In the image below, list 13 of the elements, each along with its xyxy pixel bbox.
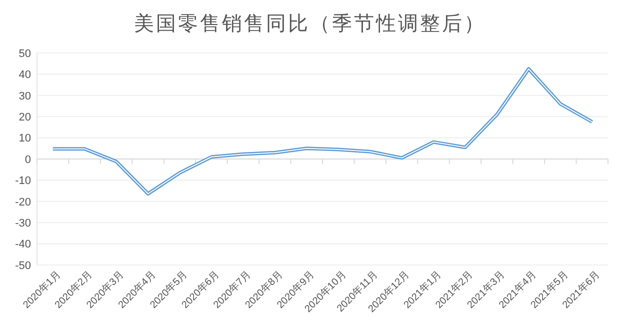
- y-tick-label: -10: [15, 175, 31, 188]
- y-tick-label: 40: [18, 69, 31, 82]
- y-tick-label: -30: [15, 217, 31, 230]
- y-tick-label: 30: [18, 90, 31, 102]
- y-tick-label: -40: [15, 238, 31, 251]
- chart-title: 美国零售销售同比（季节性调整后）: [134, 12, 486, 35]
- y-tick-label: -20: [15, 196, 31, 208]
- y-tick-label: -50: [15, 260, 31, 272]
- y-tick-label: 0: [24, 154, 31, 166]
- y-tick-label: 10: [18, 132, 31, 145]
- line-series: [51, 67, 594, 196]
- y-tick-label: 20: [18, 111, 31, 124]
- y-tick-label: 50: [18, 48, 31, 60]
